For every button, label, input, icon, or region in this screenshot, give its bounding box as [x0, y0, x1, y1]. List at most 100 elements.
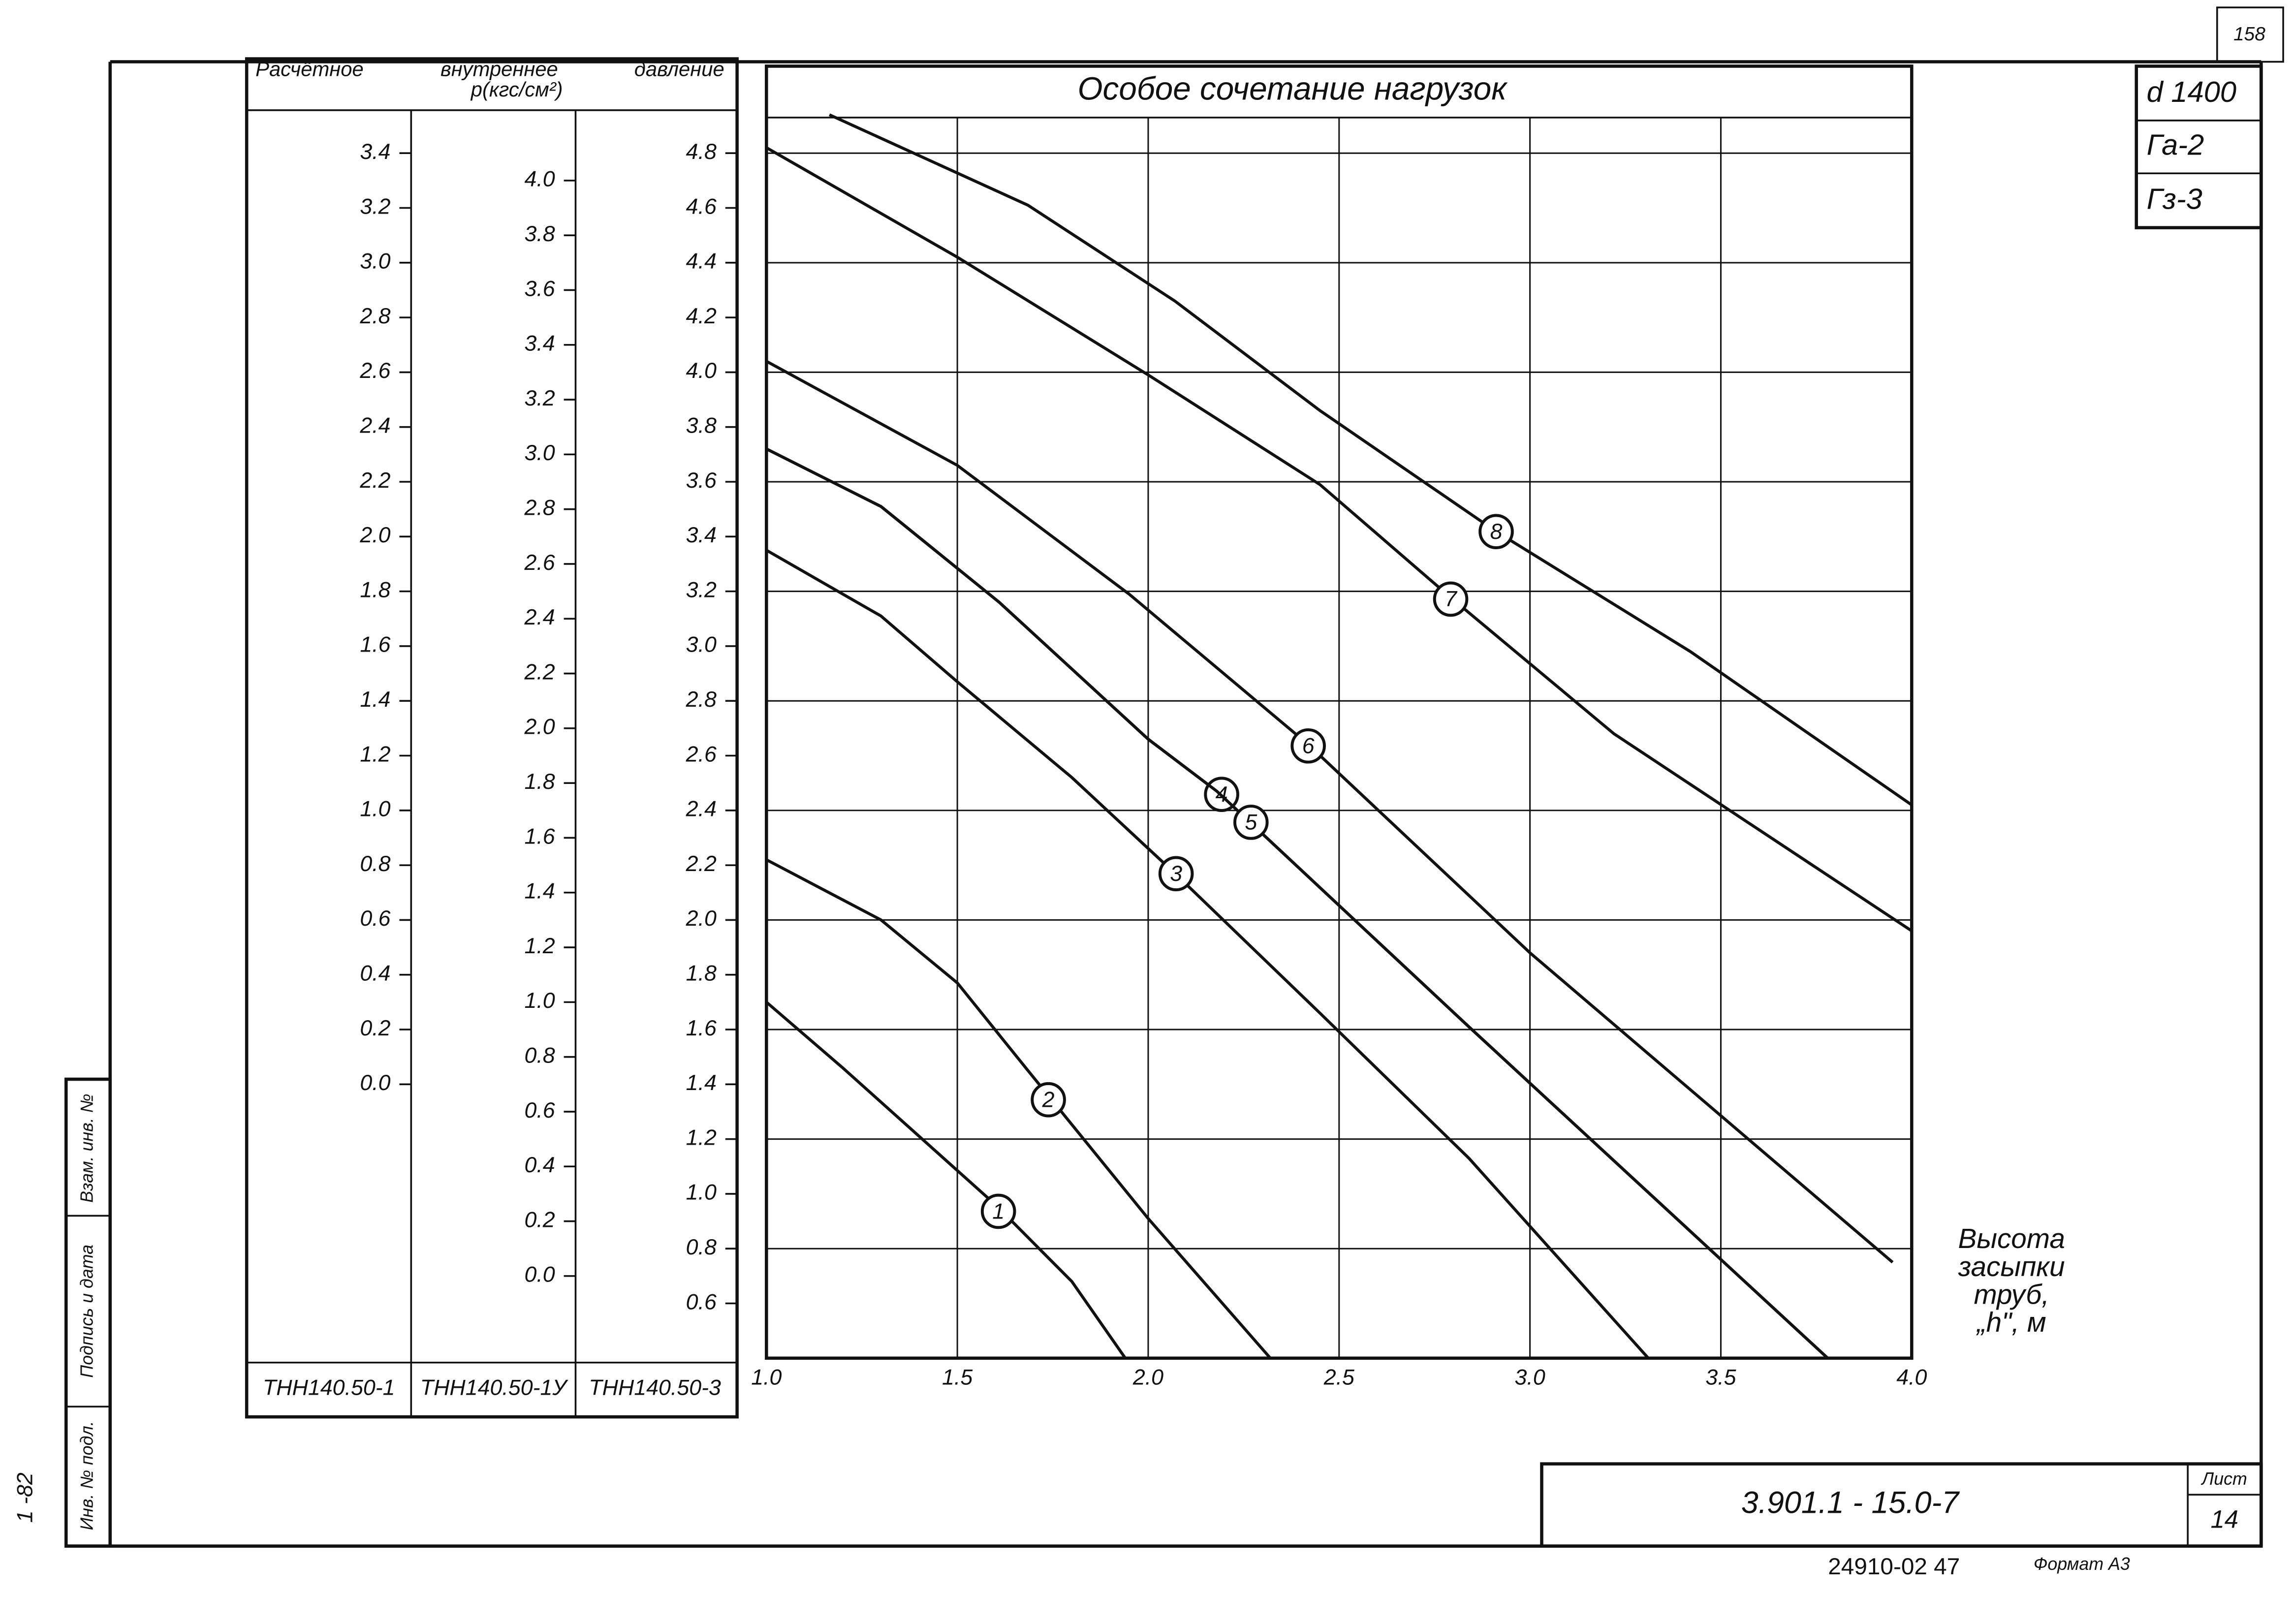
x-tick-label: 3.5 — [1705, 1365, 1736, 1389]
scale-tick-label: 4.4 — [686, 249, 717, 274]
document-code: 3.901.1 - 15.0-7 — [1741, 1486, 1960, 1520]
curve-label-circle — [1158, 856, 1194, 892]
scale-tick-label: 2.4 — [686, 797, 717, 821]
scale-tick-label: 3.2 — [360, 194, 390, 219]
scale-tick-label: 1.8 — [524, 769, 555, 794]
scale-tick-label: 2.6 — [524, 550, 555, 575]
x-axis-label: „h", м — [1976, 1307, 2046, 1338]
title-block — [1540, 1462, 2263, 1548]
curve — [765, 1001, 1127, 1359]
scale-tick-label: 2.0 — [524, 715, 555, 739]
scale-tick-label: 4.6 — [686, 194, 717, 219]
curve-label: 7 — [1444, 587, 1458, 611]
curve-label-circle — [1433, 581, 1469, 617]
curve-label-circle — [1290, 728, 1326, 764]
curve-label: 2 — [1042, 1088, 1055, 1112]
chart-title: Особое сочетание нагрузок — [1077, 71, 1508, 107]
x-axis-label: труб, — [1974, 1279, 2049, 1310]
scale-tick-label: 2.8 — [524, 495, 555, 520]
scale-tick-label: 2.4 — [359, 413, 390, 438]
scale-tick-label: 0.2 — [360, 1016, 390, 1040]
scale-tick-label: 0.8 — [686, 1235, 717, 1259]
curve-label-circle — [1478, 514, 1514, 549]
scale-tick-label: 1.6 — [524, 824, 555, 848]
scale-tick-label: 1.0 — [686, 1180, 717, 1205]
scale-tick-label: 3.0 — [524, 440, 555, 465]
scale-tick-label: 0.8 — [360, 851, 390, 876]
curve-label-circle — [1233, 805, 1269, 840]
scale-tick-label: 3.4 — [360, 139, 390, 164]
curve — [829, 113, 1913, 807]
scale-tick-label: 4.0 — [686, 358, 717, 383]
curve-label: 6 — [1302, 734, 1315, 758]
scales-title: давление — [634, 57, 724, 80]
curve — [765, 549, 1650, 1359]
x-tick-label: 3.0 — [1515, 1365, 1545, 1389]
format: Формат А3 — [2034, 1554, 2130, 1574]
scale-tick-label: 1.4 — [360, 687, 390, 712]
scale-tick-label: 2.2 — [359, 468, 390, 493]
side-text: Подпись и дата — [77, 1245, 96, 1378]
scale-tick-label: 3.0 — [686, 632, 717, 657]
scale-tick-label: 0.0 — [524, 1262, 555, 1287]
scale-tick-label: 1.0 — [524, 988, 555, 1013]
scale-tick-label: 1.8 — [686, 961, 717, 986]
scale-tick-label: 1.4 — [686, 1070, 717, 1095]
curve-label: 5 — [1245, 810, 1257, 835]
scale-tick-label: 3.6 — [686, 468, 717, 493]
x-tick-label: 2.0 — [1132, 1365, 1163, 1389]
scale-tick-label: 2.0 — [686, 906, 717, 931]
scale-tick-label: 3.4 — [524, 331, 555, 356]
scale-tick-label: 3.6 — [524, 276, 555, 301]
curve — [765, 447, 1829, 1359]
scale-tick-label: 0.0 — [360, 1070, 390, 1095]
scale-tick-label: 0.6 — [360, 906, 390, 931]
curve — [765, 146, 1913, 933]
sheet-label: Лист — [2201, 1469, 2247, 1489]
scales-title: внутреннее — [440, 57, 558, 80]
curve-label-circle — [980, 1193, 1016, 1229]
curve — [765, 360, 1894, 1264]
scale-tick-label: 3.8 — [686, 413, 717, 438]
scale-tick-label: 0.4 — [524, 1153, 555, 1177]
scale-tick-label: 1.6 — [686, 1016, 717, 1040]
x-axis-label: засыпки — [1958, 1251, 2065, 1282]
scale-tick-label: 1.6 — [360, 632, 390, 657]
scale-tick-label: 3.2 — [686, 577, 717, 602]
scale-tick-label: 4.8 — [686, 139, 717, 164]
scale-tick-label: 3.0 — [360, 249, 390, 274]
stamp-box — [2135, 64, 2263, 229]
scale-tick-label: 2.4 — [524, 605, 555, 629]
scale-tick-label: 2.2 — [686, 851, 717, 876]
scale-tick-label: 2.0 — [359, 523, 390, 547]
x-tick-label: 4.0 — [1896, 1365, 1927, 1389]
sheet-number: 158 — [2233, 24, 2265, 45]
scale-name: ТНН140.50-3 — [589, 1375, 721, 1400]
x-tick-label: 1.0 — [751, 1365, 782, 1389]
side-strip — [64, 1077, 112, 1548]
scale-tick-label: 2.6 — [686, 742, 717, 766]
scale-tick-label: 0.6 — [524, 1098, 555, 1123]
scale-tick-label: 0.2 — [524, 1207, 555, 1232]
curve-label: 1 — [992, 1199, 1005, 1223]
scale-tick-label: 1.2 — [686, 1125, 717, 1150]
scales-unit: p(кгс/см²) — [470, 78, 563, 101]
curve-label: 8 — [1490, 519, 1503, 544]
scale-tick-label: 3.8 — [524, 221, 555, 246]
sheet-number-box — [2216, 6, 2284, 63]
scale-tick-label: 0.8 — [524, 1043, 555, 1067]
scales-table — [245, 57, 739, 1419]
scale-tick-label: 2.6 — [359, 358, 390, 383]
curve-label-circle — [1031, 1082, 1066, 1118]
scale-tick-label: 4.0 — [524, 167, 555, 191]
scale-tick-label: 2.2 — [524, 659, 555, 684]
side-code: 1 -82 — [13, 1472, 37, 1523]
x-tick-label: 2.5 — [1323, 1365, 1354, 1389]
side-text: Инв. № подл. — [77, 1421, 96, 1530]
scale-tick-label: 3.4 — [686, 523, 717, 547]
stamp-text: d 1400 — [2147, 75, 2236, 108]
sheet: 14 — [2211, 1505, 2238, 1533]
side-text: Взам. инв. № — [77, 1093, 96, 1202]
stamp-text: Га-2 — [2147, 128, 2204, 161]
